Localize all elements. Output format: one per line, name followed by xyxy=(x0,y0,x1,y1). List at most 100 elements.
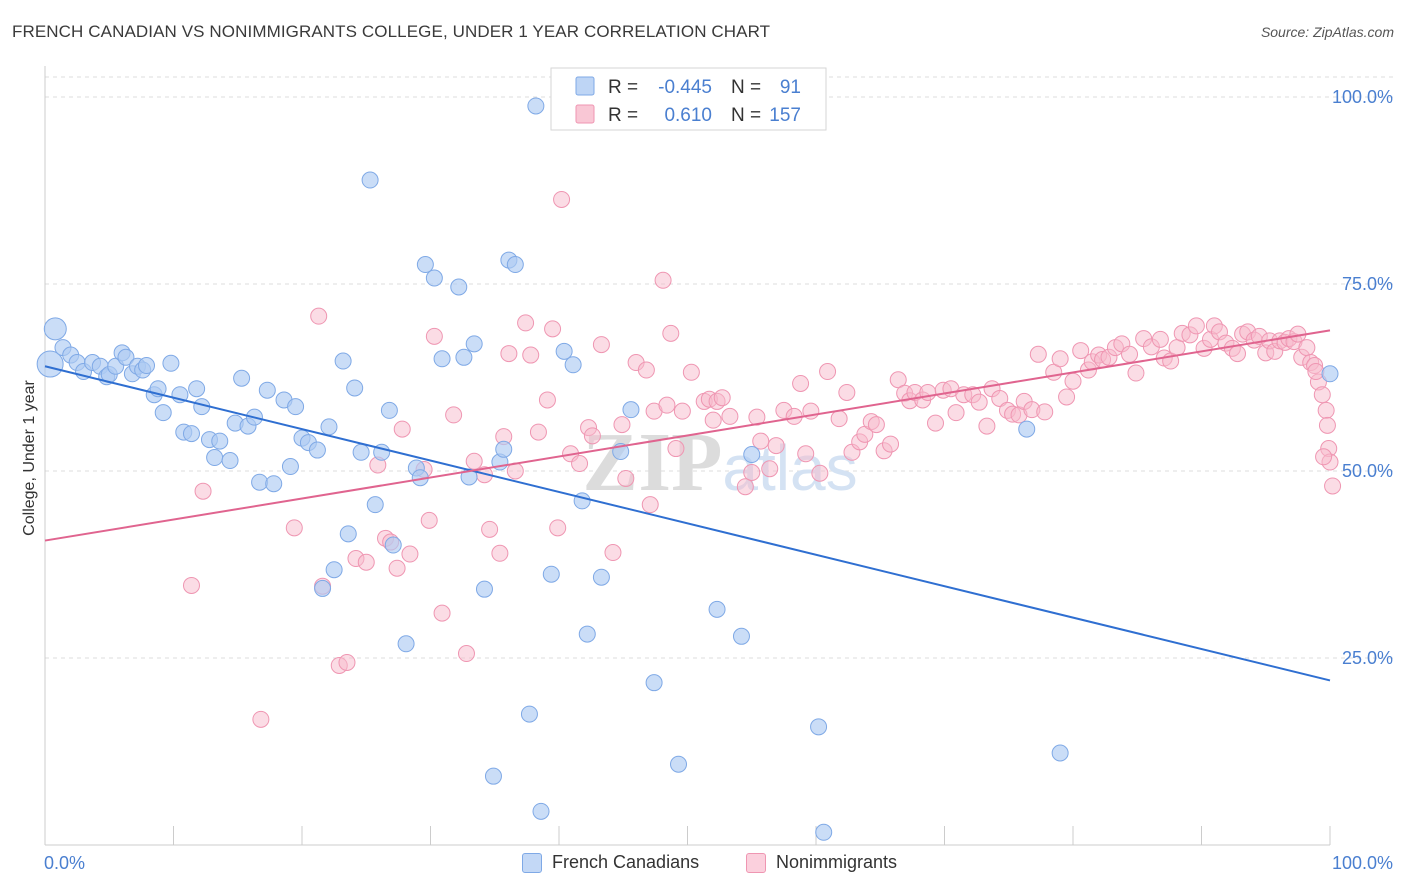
pink-point xyxy=(553,190,571,208)
pink-point xyxy=(613,416,631,434)
pink-point xyxy=(838,383,856,401)
blue-point xyxy=(622,401,640,419)
pink-point xyxy=(761,460,779,478)
pink-point xyxy=(927,414,945,432)
legend-item-french-canadians[interactable]: French Canadians xyxy=(522,852,699,873)
blue-point xyxy=(366,496,384,514)
french-canadians-points xyxy=(36,97,1339,841)
blue-point xyxy=(732,627,750,645)
blue-point xyxy=(645,674,663,692)
blue-point xyxy=(484,767,502,785)
pink-point xyxy=(658,396,676,414)
grid-lines xyxy=(45,76,1395,659)
pink-point xyxy=(882,435,900,453)
blue-point xyxy=(564,356,582,374)
legend-item-nonimmigrants[interactable]: Nonimmigrants xyxy=(746,852,897,873)
pink-trend-line xyxy=(44,329,1331,542)
blue-point xyxy=(542,565,560,583)
pink-point xyxy=(1072,342,1090,360)
blue-point xyxy=(258,381,276,399)
blue-point xyxy=(334,352,352,370)
blue-legend-swatch xyxy=(575,76,595,96)
blue-point xyxy=(1018,420,1036,438)
blue-point xyxy=(154,404,172,422)
blue-point xyxy=(465,335,483,353)
legend-label-french-canadians: French Canadians xyxy=(552,852,700,872)
pink-point xyxy=(1318,416,1336,434)
pink-point xyxy=(529,423,547,441)
pink-point xyxy=(792,374,810,392)
blue-point xyxy=(162,354,180,372)
pink-point xyxy=(1315,448,1333,466)
pink-point xyxy=(654,271,672,289)
pink-point xyxy=(797,445,815,463)
blue-point xyxy=(455,348,473,366)
blue-point xyxy=(314,579,332,597)
pink-point xyxy=(388,559,406,577)
blue-point xyxy=(1051,744,1069,762)
pink-point xyxy=(1298,339,1316,357)
pink-point xyxy=(1324,477,1342,495)
x-tick-label-min: 0.0% xyxy=(44,853,85,873)
blue-point xyxy=(416,256,434,274)
blue-point xyxy=(380,401,398,419)
pink-point xyxy=(641,496,659,514)
blue-point xyxy=(281,458,299,476)
pink-point xyxy=(704,411,722,429)
blue-point xyxy=(520,705,538,723)
blue-point xyxy=(475,580,493,598)
pink-point xyxy=(182,576,200,594)
pink-point xyxy=(549,519,567,537)
pink-point xyxy=(1151,330,1169,348)
pink-legend-swatch xyxy=(575,104,595,124)
pink-point xyxy=(604,544,622,562)
y-tick-label: 100.0% xyxy=(1332,87,1393,107)
pink-point xyxy=(721,407,739,425)
legend-n-value: 91 xyxy=(780,77,801,98)
blue-point xyxy=(810,718,828,736)
legend-r-value: 0.610 xyxy=(664,105,712,126)
pink-point xyxy=(673,402,691,420)
blue-point xyxy=(138,357,156,375)
pink-point xyxy=(736,478,754,496)
blue-point xyxy=(233,369,251,387)
x-tick-label-max: 100.0% xyxy=(1332,853,1393,873)
blue-point xyxy=(495,440,513,458)
legend-n-label: N = xyxy=(731,105,761,126)
chart-title: FRENCH CANADIAN VS NONIMMIGRANTS COLLEGE… xyxy=(12,22,771,41)
blue-point xyxy=(182,425,200,443)
pink-point xyxy=(571,455,589,473)
pink-point xyxy=(970,393,988,411)
blue-point xyxy=(384,536,402,554)
pink-point xyxy=(1127,364,1145,382)
pink-point xyxy=(433,604,451,622)
pink-point xyxy=(252,710,270,728)
source-label: Source: ZipAtlas.com xyxy=(1260,24,1394,40)
pink-point xyxy=(583,427,601,445)
pink-point xyxy=(1051,350,1069,368)
pink-point xyxy=(662,324,680,342)
pink-point xyxy=(1187,317,1205,335)
correlation-legend: R = -0.445 N = 91 R = 0.610 N = 157 xyxy=(550,67,827,131)
pink-point xyxy=(401,545,419,563)
pink-point xyxy=(481,520,499,538)
pink-point xyxy=(767,437,785,455)
blue-point xyxy=(708,600,726,618)
pink-point xyxy=(338,653,356,671)
nonimmigrants-points xyxy=(182,190,1342,728)
blue-point xyxy=(743,446,761,464)
pink-point xyxy=(310,307,328,325)
legend-r-value: -0.445 xyxy=(658,77,712,98)
pink-point xyxy=(544,320,562,338)
blue-point xyxy=(346,379,364,397)
blue-point xyxy=(352,443,370,461)
pink-point xyxy=(830,410,848,428)
blue-swatch xyxy=(522,852,542,873)
blue-point xyxy=(36,350,64,378)
blue-point xyxy=(325,561,343,579)
pink-point xyxy=(1317,401,1335,419)
blue-point xyxy=(361,171,379,189)
y-tick-label: 25.0% xyxy=(1342,648,1393,668)
pink-point xyxy=(517,314,535,332)
blue-point xyxy=(532,802,550,820)
